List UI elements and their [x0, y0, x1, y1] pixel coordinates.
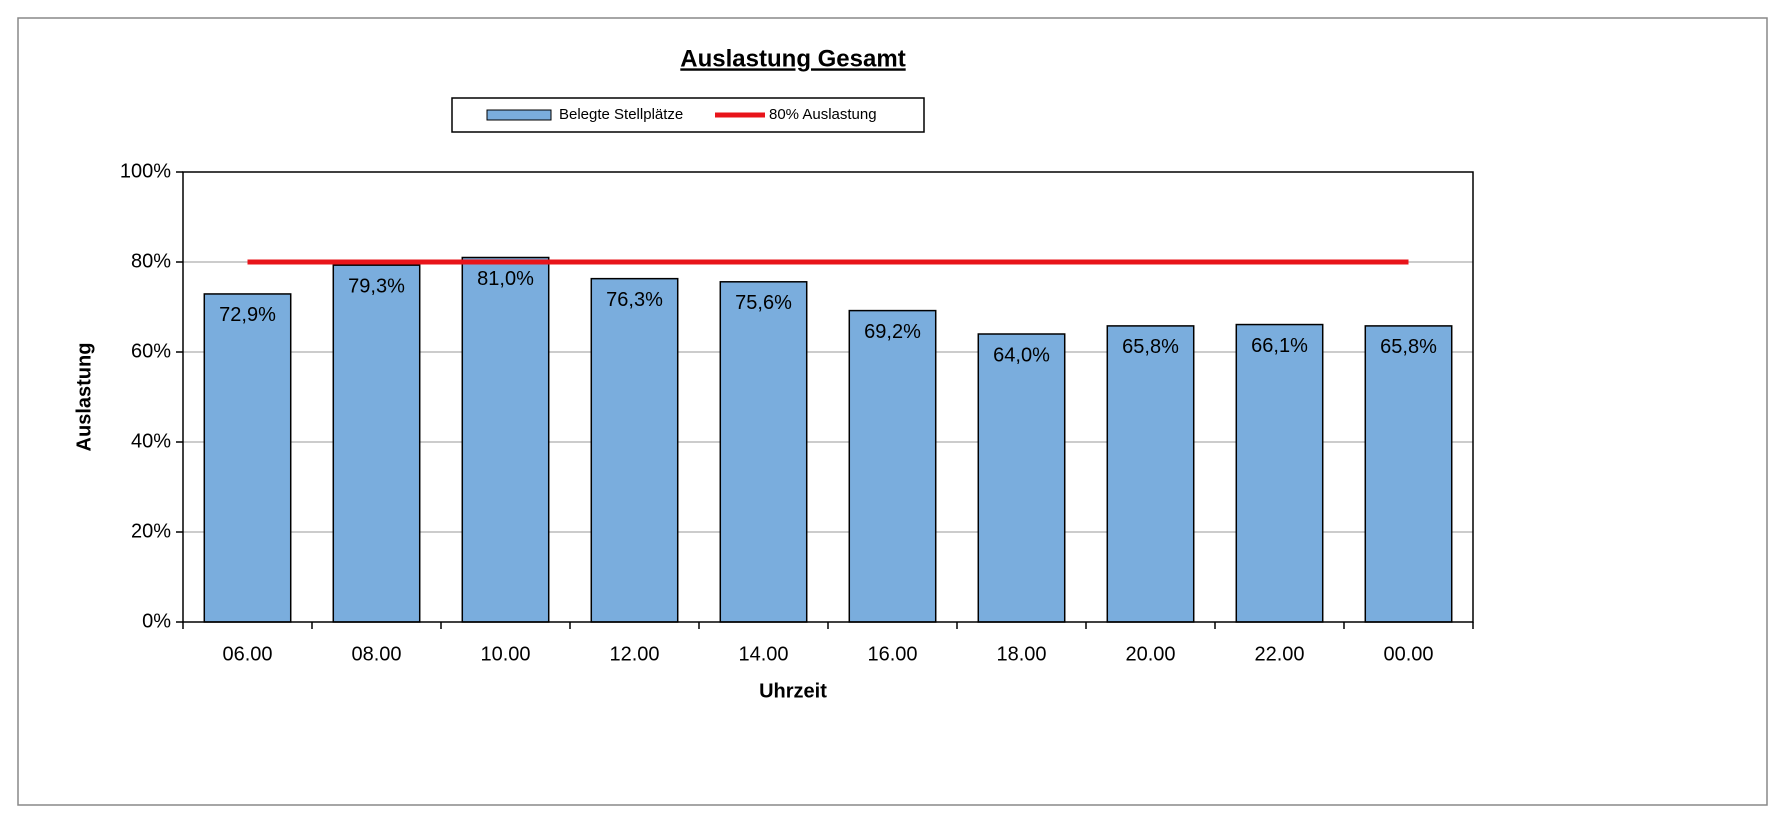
chart-title: Auslastung Gesamt [680, 45, 905, 72]
y-tick-label: 80% [131, 250, 171, 272]
data-label: 75,6% [735, 292, 792, 314]
x-tick-label: 20.00 [1125, 643, 1175, 665]
x-tick-label: 16.00 [867, 643, 917, 665]
bar [1235, 323, 1324, 623]
x-tick-label: 14.00 [738, 643, 788, 665]
bar [1106, 325, 1195, 623]
legend-swatch [486, 109, 552, 121]
bar [461, 256, 550, 623]
bar [203, 293, 292, 623]
y-tick-label: 20% [131, 520, 171, 542]
data-label: 79,3% [348, 275, 405, 297]
x-tick-label: 18.00 [996, 643, 1046, 665]
y-axis-label: Auslastung [73, 343, 95, 452]
bar [719, 281, 808, 623]
data-label: 65,8% [1122, 336, 1179, 358]
x-tick-label: 12.00 [609, 643, 659, 665]
bar [848, 309, 937, 623]
x-tick-label: 00.00 [1383, 643, 1433, 665]
legend-label: Belegte Stellplätze [559, 106, 683, 123]
data-label: 72,9% [219, 304, 276, 326]
data-label: 66,1% [1251, 335, 1308, 357]
data-label: 81,0% [477, 268, 534, 290]
x-axis-label: Uhrzeit [759, 680, 827, 702]
bar [590, 277, 679, 623]
x-tick-label: 22.00 [1254, 643, 1304, 665]
data-label: 65,8% [1380, 336, 1437, 358]
x-tick-label: 10.00 [480, 643, 530, 665]
bar [1364, 325, 1453, 623]
y-tick-label: 40% [131, 430, 171, 452]
y-tick-label: 60% [131, 340, 171, 362]
data-label: 69,2% [864, 321, 921, 343]
bar [332, 264, 421, 623]
plot-border [182, 171, 1474, 623]
data-label: 64,0% [993, 344, 1050, 366]
y-tick-label: 100% [120, 160, 171, 182]
data-label: 76,3% [606, 289, 663, 311]
bar [977, 333, 1066, 623]
y-tick-label: 0% [142, 610, 171, 632]
legend-label: 80% Auslastung [769, 106, 877, 123]
x-tick-label: 06.00 [222, 643, 272, 665]
x-tick-label: 08.00 [351, 643, 401, 665]
